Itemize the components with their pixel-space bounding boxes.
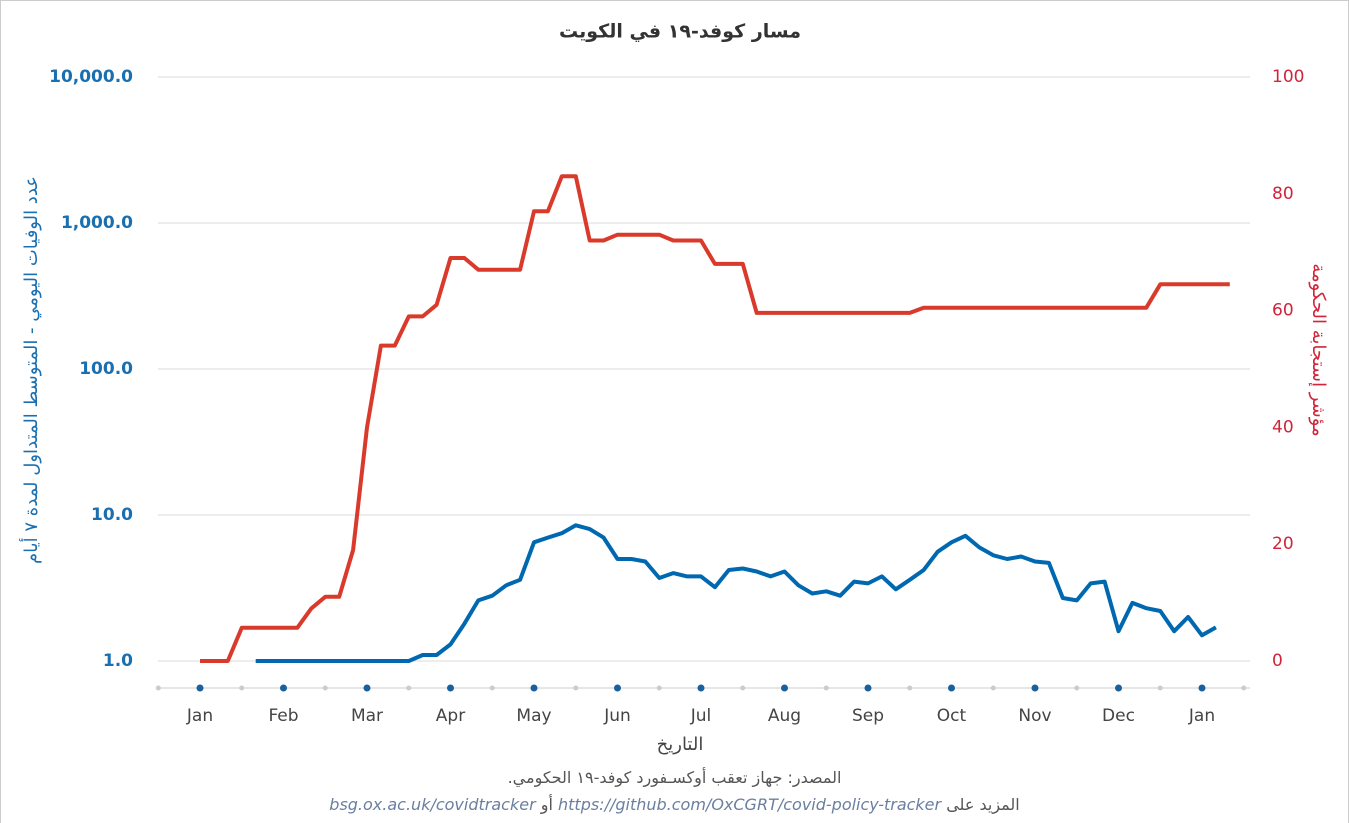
x-tick: [447, 684, 454, 692]
series-line: [255, 523, 1217, 663]
source-note: المصدر: جهاز تعقب أوكسـفورد كوفد-١٩ الحك…: [507, 768, 842, 787]
x-tick: [530, 684, 538, 692]
x-tick-label: Jan: [186, 706, 213, 726]
minor-tick: [155, 685, 161, 691]
y-tick-label: 1,000.0: [61, 213, 133, 233]
x-tick-label: Nov: [1018, 706, 1051, 726]
x-tick-label: May: [516, 706, 551, 726]
x-tick-label: Aug: [768, 706, 801, 726]
y2-axis-label: مؤشر إستجابة الحكومة: [1308, 263, 1329, 436]
x-tick-label: Jun: [603, 706, 631, 726]
x-tick-label: Oct: [937, 706, 967, 726]
x-tick: [1198, 684, 1206, 692]
x-tick: [196, 684, 204, 692]
minor-tick: [990, 685, 996, 691]
y-axis-label: عدد الوفيات اليومي - المتوسط المتداول لم…: [19, 176, 42, 564]
x-tick: [1115, 684, 1122, 692]
y-tick-label: 100.0: [79, 359, 133, 379]
y2-tick-label: 40: [1272, 417, 1294, 437]
x-tick-label: Dec: [1102, 706, 1135, 726]
more-or: أو: [540, 795, 553, 814]
x-tick-label: Apr: [436, 706, 465, 726]
minor-tick: [489, 685, 495, 691]
minor-tick: [1074, 685, 1080, 691]
minor-tick: [823, 685, 829, 691]
y-tick-label: 1.0: [103, 651, 133, 671]
x-tick: [1031, 684, 1039, 692]
x-tick-label: Jul: [690, 706, 712, 726]
minor-tick: [406, 685, 412, 691]
x-tick: [614, 684, 621, 692]
chart-title: مسار كوفد-١٩ في الكويت: [559, 21, 801, 43]
x-tick-label: Mar: [351, 706, 383, 726]
link[interactable]: bsg.ox.ac.uk/covidtracker: [329, 795, 536, 814]
more-note: المزيد على https://github.com/OxCGRT/cov…: [0, 795, 1349, 814]
minor-tick: [239, 685, 245, 691]
more-prefix: المزيد على: [946, 795, 1020, 814]
minor-tick: [740, 685, 746, 691]
y-tick-label: 10.0: [91, 505, 133, 525]
y2-tick-label: 0: [1272, 651, 1283, 671]
link[interactable]: https://github.com/OxCGRT/covid-policy-t…: [558, 795, 942, 814]
x-tick: [864, 684, 872, 692]
y2-tick-label: 20: [1272, 534, 1294, 554]
minor-tick: [656, 685, 662, 691]
minor-tick: [1157, 685, 1163, 691]
y-tick-label: 10,000.0: [49, 67, 133, 87]
x-tick: [697, 684, 705, 692]
y2-tick-label: 100: [1272, 67, 1304, 87]
x-tick: [363, 684, 371, 692]
y2-tick-label: 60: [1272, 301, 1294, 321]
minor-tick: [907, 685, 913, 691]
minor-tick: [1241, 685, 1247, 691]
x-tick: [280, 684, 287, 692]
x-tick-label: Sep: [852, 706, 884, 726]
y2-tick-label: 80: [1272, 184, 1294, 204]
x-tick: [781, 684, 788, 692]
minor-tick: [322, 685, 328, 691]
series-line: [200, 174, 1230, 663]
x-tick: [948, 684, 955, 692]
x-tick-label: Feb: [268, 706, 298, 726]
minor-tick: [573, 685, 579, 691]
x-tick-label: Jan: [1188, 706, 1215, 726]
x-axis-label: التاريخ: [657, 734, 704, 755]
